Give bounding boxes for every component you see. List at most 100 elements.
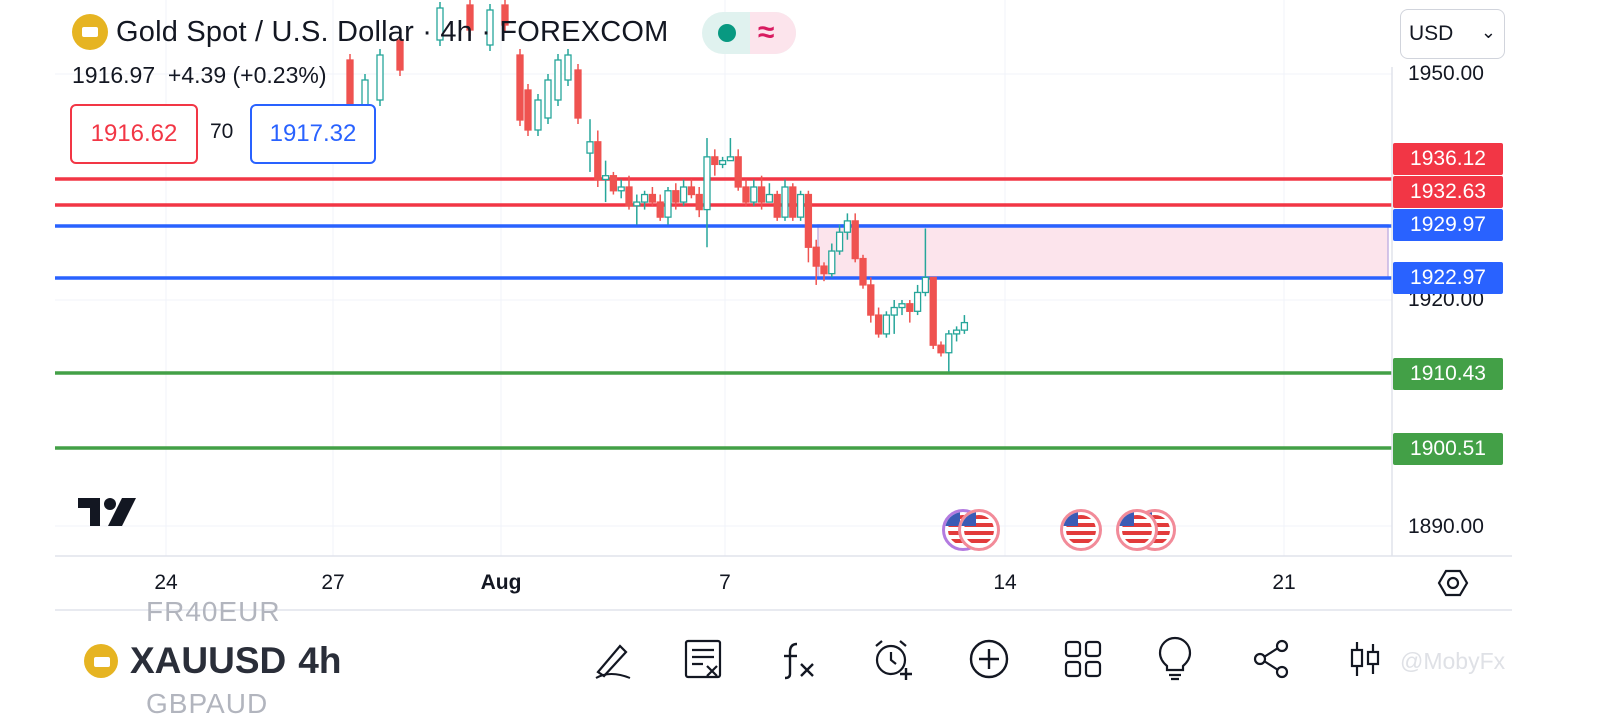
ideas-bulb-icon[interactable] bbox=[1152, 636, 1198, 682]
candle bbox=[929, 276, 937, 349]
candle-body bbox=[633, 201, 641, 207]
candle bbox=[960, 315, 969, 334]
candle bbox=[564, 49, 572, 86]
buy-button[interactable]: 1917.32 bbox=[250, 104, 376, 164]
time-tick: 21 bbox=[1272, 571, 1296, 594]
candle-body bbox=[921, 276, 930, 294]
candle-body bbox=[859, 257, 867, 286]
candle bbox=[664, 187, 672, 225]
alert-clock-icon[interactable] bbox=[870, 636, 916, 682]
candle-body bbox=[851, 220, 859, 260]
price-quote: 1916.97 +4.39 (+0.23%) bbox=[72, 62, 326, 89]
candle-body bbox=[466, 4, 474, 31]
settings-hexagon-icon[interactable] bbox=[1437, 567, 1469, 599]
candle-body bbox=[376, 54, 384, 101]
currency-select[interactable]: USD ⌄ bbox=[1400, 9, 1505, 59]
drawing-tool-icon[interactable] bbox=[590, 636, 636, 682]
candle bbox=[574, 64, 582, 124]
sell-button[interactable]: 1916.62 bbox=[70, 104, 198, 164]
time-tick: 27 bbox=[321, 571, 345, 594]
candle-body bbox=[648, 193, 657, 203]
candle-body bbox=[804, 193, 813, 248]
share-icon[interactable] bbox=[1248, 636, 1294, 682]
level-price-label[interactable]: 1936.12 bbox=[1393, 143, 1503, 175]
candle bbox=[937, 341, 945, 357]
candle bbox=[835, 224, 844, 255]
us-flag-event-icon[interactable] bbox=[1060, 509, 1102, 551]
candle bbox=[906, 300, 914, 323]
candle-body bbox=[882, 314, 891, 335]
candle bbox=[554, 54, 562, 106]
add-plus-icon[interactable] bbox=[966, 636, 1012, 682]
market-status-pill[interactable]: ≈ bbox=[702, 12, 796, 54]
candle-body bbox=[750, 186, 758, 203]
candle-body bbox=[586, 141, 594, 154]
candle-body bbox=[906, 303, 914, 312]
chart-type-candles-icon[interactable] bbox=[1342, 636, 1388, 682]
candle-body bbox=[874, 314, 883, 335]
candle-body bbox=[898, 303, 906, 309]
supply-zone-rectangle[interactable] bbox=[817, 224, 1389, 279]
candle-body bbox=[757, 186, 766, 203]
candle bbox=[376, 49, 384, 106]
candle bbox=[750, 179, 758, 206]
candle-body bbox=[436, 7, 444, 41]
candle bbox=[726, 138, 735, 162]
candle bbox=[534, 94, 542, 136]
candle-body bbox=[501, 4, 509, 26]
ideas-note-icon[interactable] bbox=[681, 636, 727, 682]
candle-body bbox=[672, 190, 680, 203]
candle-body bbox=[952, 329, 961, 335]
candle bbox=[796, 190, 805, 221]
time-tick: 14 bbox=[993, 571, 1017, 594]
candle bbox=[921, 228, 930, 297]
currency-value: USD bbox=[1409, 22, 1454, 45]
candle-body bbox=[820, 265, 828, 275]
candle-body bbox=[703, 156, 711, 211]
candle bbox=[617, 179, 625, 199]
candle-body bbox=[711, 156, 719, 166]
price-change-pct: (+0.23%) bbox=[232, 62, 327, 88]
level-price-label[interactable]: 1910.43 bbox=[1393, 358, 1503, 390]
tradingview-logo-icon[interactable] bbox=[76, 496, 138, 528]
us-flag-event-icon[interactable] bbox=[958, 509, 1000, 551]
candle-body bbox=[640, 193, 649, 203]
gold-coin-icon bbox=[72, 14, 108, 50]
us-flag-event-icon[interactable] bbox=[1116, 509, 1158, 551]
symbol-header[interactable]: Gold Spot / U.S. Dollar · 4h · FOREXCOM bbox=[72, 14, 669, 50]
candle bbox=[656, 194, 664, 221]
bottom-toolbar bbox=[0, 612, 1600, 720]
level-price-label[interactable]: 1900.51 bbox=[1393, 433, 1503, 465]
level-price-label[interactable]: 1932.63 bbox=[1393, 176, 1503, 208]
level-price-label[interactable]: 1922.97 bbox=[1393, 262, 1503, 294]
level-price-label[interactable]: 1929.97 bbox=[1393, 209, 1503, 241]
candle-body bbox=[601, 175, 610, 181]
candle-body bbox=[734, 156, 742, 188]
next-symbol[interactable]: GBPAUD bbox=[146, 688, 269, 719]
indicators-fx-icon[interactable] bbox=[777, 636, 823, 682]
prev-symbol[interactable]: FR40EUR bbox=[146, 596, 281, 627]
candle bbox=[765, 183, 774, 203]
price-tick: 1950.00 bbox=[1408, 62, 1484, 85]
candle-body bbox=[617, 186, 625, 192]
candle bbox=[781, 179, 789, 221]
last-price: 1916.97 bbox=[72, 62, 156, 88]
candle-body bbox=[890, 306, 898, 316]
candle bbox=[640, 190, 649, 210]
candle-body bbox=[726, 156, 735, 162]
candle-body bbox=[679, 186, 688, 203]
candle-body bbox=[929, 276, 937, 346]
candle-body bbox=[544, 79, 552, 119]
layouts-grid-icon[interactable] bbox=[1060, 636, 1106, 682]
candle bbox=[703, 138, 711, 248]
candle-body bbox=[835, 231, 844, 252]
candle-body bbox=[843, 220, 852, 233]
candle bbox=[594, 130, 602, 187]
candle bbox=[874, 307, 883, 338]
candle-body bbox=[486, 9, 494, 46]
level-lines bbox=[55, 177, 1392, 450]
symbol-switcher[interactable]: XAUUSD 4h bbox=[84, 640, 341, 682]
candle-body bbox=[594, 141, 602, 181]
candle bbox=[890, 300, 898, 334]
